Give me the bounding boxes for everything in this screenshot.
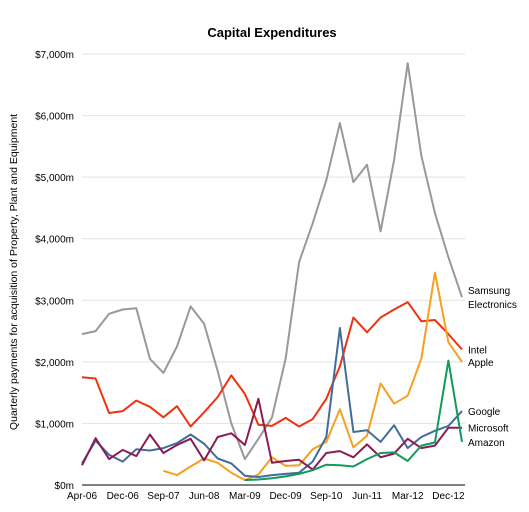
grid-lines	[82, 53, 465, 424]
y-tick-label: $0m	[55, 481, 74, 492]
y-axis-label: Quarterly payments for acquisition of Pr…	[8, 114, 20, 430]
series-lines	[81, 62, 463, 482]
x-tick-label: Mar-12	[392, 491, 424, 502]
series-label-google: Google	[468, 407, 501, 418]
x-tick-label: Apr-06	[67, 491, 97, 502]
x-tick-labels: Apr-06 Dec-06 Sep-07 Jun-08 Mar-09 Dec-09 Sep-…	[67, 491, 465, 502]
x-tick-label: Dec-09	[269, 491, 302, 502]
y-tick-label: $6,000m	[35, 112, 74, 123]
y-tick-label: $1,000m	[35, 419, 74, 430]
series-line-apple	[163, 271, 463, 482]
series-label-microsoft: Microsoft	[468, 424, 509, 435]
x-tick-label: Sep-10	[310, 491, 343, 502]
series-line-intel	[81, 301, 463, 428]
x-tick-label: Jun-11	[352, 491, 382, 502]
chart-title: Capital Expenditures	[207, 25, 336, 40]
x-tick-label: Jun-08	[189, 491, 220, 502]
series-line-google	[81, 327, 463, 478]
series-label-amazon: Amazon	[468, 438, 505, 449]
series-line-samsung-electronics	[81, 62, 463, 461]
y-tick-label: $5,000m	[35, 173, 74, 184]
x-tick-label: Sep-07	[147, 491, 180, 502]
x-tick-label: Mar-09	[229, 491, 261, 502]
series-label-samsung-electronics: Electronics	[468, 300, 517, 311]
series-label-apple: Apple	[468, 358, 494, 369]
y-tick-label: $4,000m	[35, 235, 74, 246]
series-label-intel: Intel	[468, 346, 487, 357]
y-tick-labels: $0m $1,000m $2,000m $3,000m $4,000m $5,000m $6…	[35, 50, 74, 492]
y-tick-label: $2,000m	[35, 358, 74, 369]
series-line-microsoft	[81, 397, 462, 471]
y-tick-label: $3,000m	[35, 296, 74, 307]
x-tick-label: Dec-06	[107, 491, 140, 502]
y-tick-label: $7,000m	[35, 50, 74, 61]
series-label-samsung-electronics: Samsung	[468, 286, 510, 297]
x-tick-label: Dec-12	[432, 491, 465, 502]
series-line-amazon	[244, 359, 463, 482]
